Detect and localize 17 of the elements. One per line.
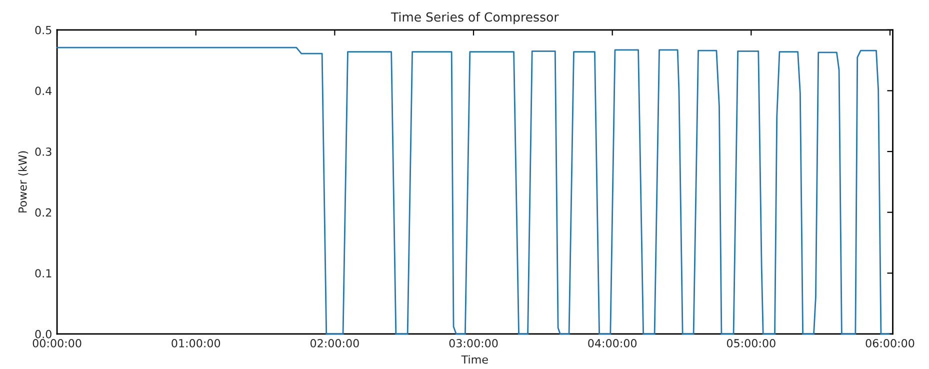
y-tick-label: 0.1	[35, 269, 52, 278]
y-tick-label: 0.2	[35, 208, 52, 217]
x-tick-label: 02:00:00	[310, 339, 359, 348]
x-tick-label: 00:00:00	[32, 339, 82, 348]
x-tick-label: 01:00:00	[172, 339, 220, 348]
y-tick-label: 0.3	[35, 147, 52, 156]
y-tick-label: 0.5	[35, 26, 52, 34]
x-tick-label: 05:00:00	[726, 339, 776, 348]
y-axis-title: Power (kW)	[18, 151, 28, 212]
chart-title: Time Series of Compressor	[390, 12, 559, 24]
y-tick-label: 0.0	[35, 330, 52, 338]
x-tick-label: 04:00:00	[588, 339, 637, 348]
x-tick-label: 06:00:00	[866, 339, 914, 348]
x-tick-label: 03:00:00	[449, 339, 498, 348]
x-axis-title: Time	[461, 355, 488, 364]
line-series	[56, 46, 890, 335]
y-tick-label: 0.4	[35, 86, 52, 96]
